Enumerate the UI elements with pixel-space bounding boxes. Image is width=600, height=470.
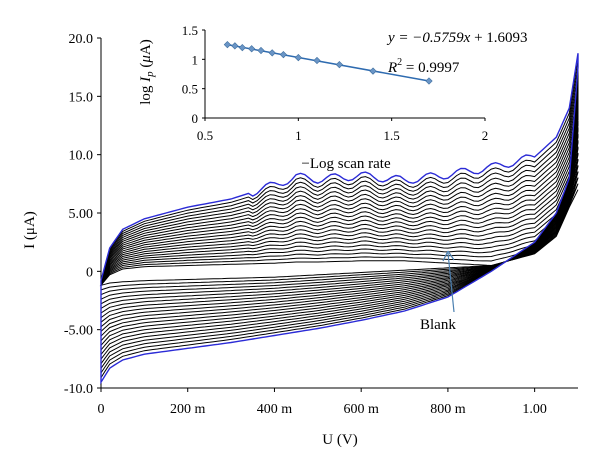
cv-curve <box>100 158 579 310</box>
blank-cv-curve <box>99 189 579 287</box>
main-y-tick-label: 20.0 <box>69 32 94 47</box>
main-x-tick-label: 400 m <box>257 402 293 417</box>
cv-curve <box>100 80 579 366</box>
blank-annotation-arrowhead <box>442 250 455 262</box>
blank-annotation: Blank <box>420 317 456 333</box>
inset-data <box>223 41 433 85</box>
inset-data-point <box>369 67 377 75</box>
cv-curve <box>100 140 579 324</box>
inset-x-tick-label: 1 <box>295 128 302 143</box>
cv-curve <box>100 114 579 342</box>
main-axes: -10.0 -5.00 0 5.00 10.0 15.0 20.0 0 200 m 400 m 60… <box>64 32 578 417</box>
inset-data-point <box>223 41 232 49</box>
inset-data-point <box>313 56 321 65</box>
cv-curve <box>100 87 579 361</box>
inset-plot: 0 0.5 1 1.5 0.5 1 1.5 2 <box>182 23 489 143</box>
inset-y-axis-title-log: log <box>138 82 154 105</box>
main-y-axis-title: I (μA) <box>22 211 38 249</box>
cv-curve <box>100 165 579 305</box>
r-squared: R2 = 0.9997 <box>387 57 460 76</box>
main-y-tick-label: -5.00 <box>64 324 93 339</box>
inset-data-point <box>425 77 433 85</box>
cv-curve <box>100 120 579 338</box>
inset-axes: 0 0.5 1 1.5 0.5 1 1.5 2 <box>182 23 489 143</box>
main-x-tick-label: 0 <box>98 402 105 417</box>
regression-equation: y = −0.5759x + 1.6093 <box>386 30 528 46</box>
inset-y-axis-title: log Ip (μA) <box>138 39 156 105</box>
main-x-axis-title: U (V) <box>322 432 357 448</box>
inset-x-tick-label: 2 <box>482 128 489 143</box>
cv-curve <box>100 133 579 328</box>
inset-x-tick-label: 1.5 <box>384 128 400 143</box>
inset-data-point <box>238 43 246 52</box>
inset-x-tick-label: 0.5 <box>197 128 213 143</box>
inset-y-tick-label: 0 <box>192 111 199 126</box>
inset-data-point <box>268 49 276 57</box>
main-plot-area: -10.0 -5.00 0 5.00 10.0 15.0 20.0 0 200 m 400 m 60… <box>64 32 579 417</box>
main-x-tick-label: 600 m <box>343 402 379 417</box>
main-x-tick-label: 1.00 <box>522 402 547 417</box>
inset-x-axis-title: −Log scan rate <box>301 156 391 172</box>
main-x-tick-label: 200 m <box>170 402 206 417</box>
cv-curve <box>100 183 579 291</box>
cv-curve <box>100 127 579 333</box>
blank-annotation-arrow <box>447 252 455 313</box>
inset-y-tick-label: 0.5 <box>182 82 198 97</box>
main-curves <box>99 53 579 385</box>
main-x-tick-label: 800 m <box>430 402 466 417</box>
outer-cv-curve <box>100 53 579 385</box>
cv-curve <box>100 146 579 319</box>
cv-curve <box>100 152 579 314</box>
inset-data-point <box>335 60 344 69</box>
cv-curve <box>100 107 579 347</box>
cv-curve <box>100 94 579 356</box>
inset-data-point <box>279 51 288 59</box>
inset-data-point <box>257 46 265 55</box>
main-y-tick-label: -10.0 <box>64 382 93 397</box>
inset-y-tick-label: 1 <box>192 52 199 67</box>
cv-curve <box>100 100 579 352</box>
inset-data-point <box>294 53 302 62</box>
main-y-tick-label: 0 <box>86 265 93 280</box>
main-y-tick-label: 10.0 <box>69 149 94 164</box>
cv-curve <box>100 177 579 296</box>
inset-data-point <box>231 42 239 50</box>
cv-curve <box>100 171 579 300</box>
main-y-tick-label: 5.00 <box>69 207 94 222</box>
main-y-tick-label: 15.0 <box>69 90 94 105</box>
inset-data-point <box>248 45 256 53</box>
inset-y-tick-label: 1.5 <box>182 23 198 38</box>
